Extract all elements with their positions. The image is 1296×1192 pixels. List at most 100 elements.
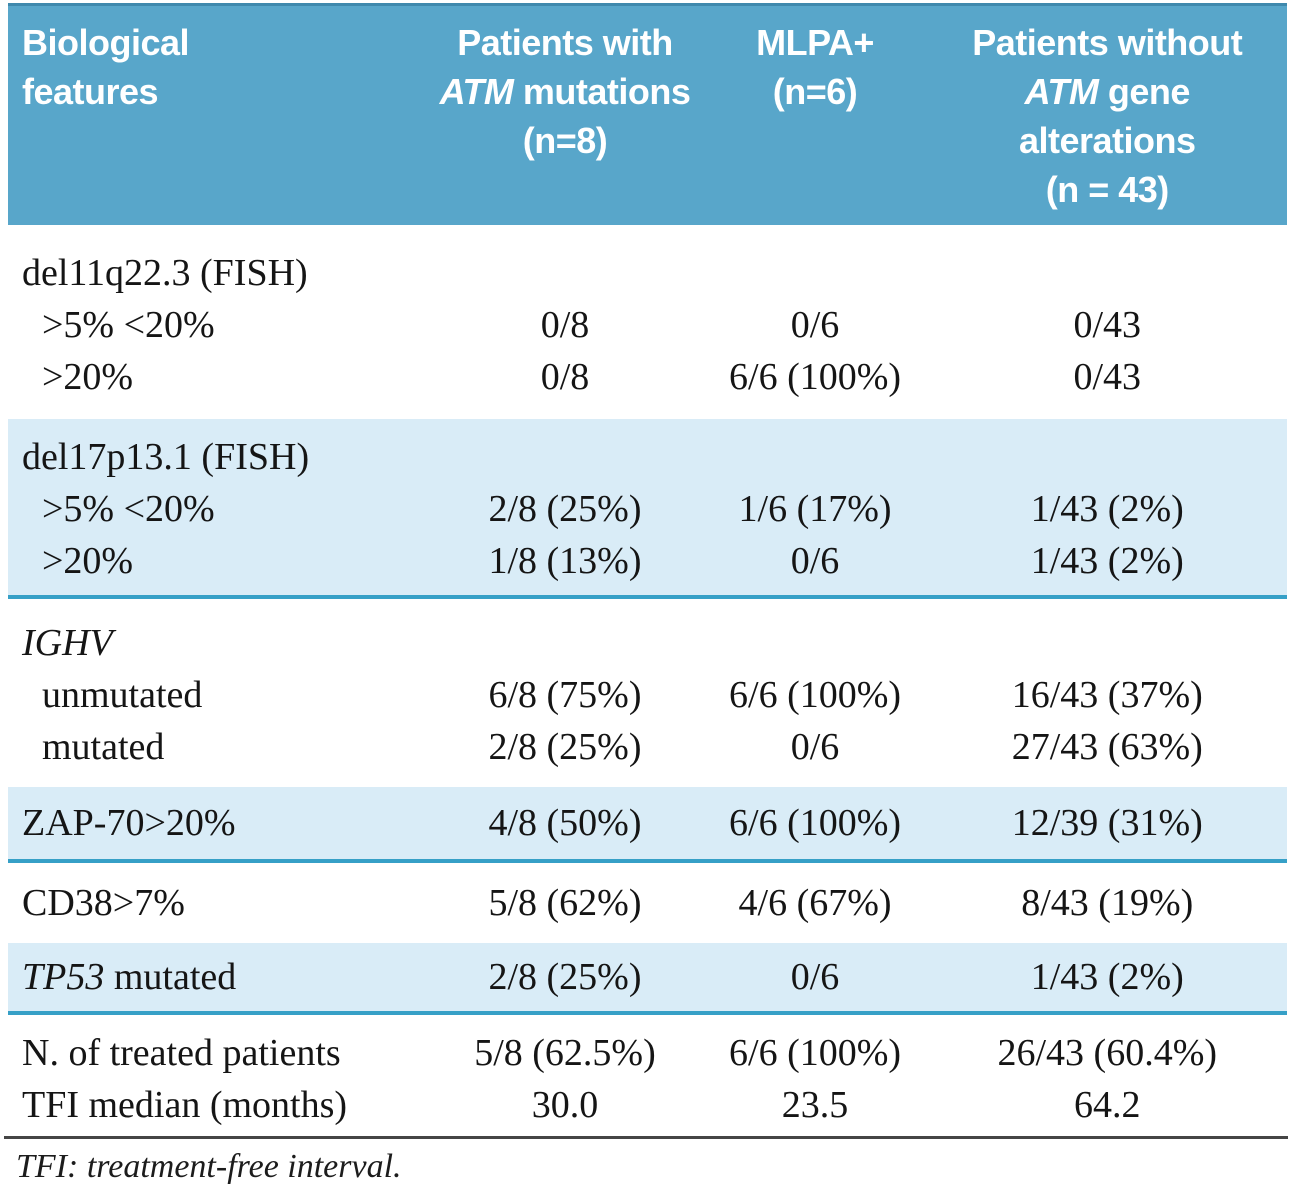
- cell-value: 1/43 (2%): [1030, 488, 1184, 530]
- cell-value: 0/6: [790, 540, 840, 582]
- row-label: IGHV: [8, 617, 428, 669]
- row-label-text: ZAP-70>20%: [22, 802, 236, 844]
- cell-value: [702, 431, 927, 483]
- cell-value: 2/8 (25%): [488, 488, 642, 530]
- column-header-mlpa-positive: MLPA+ (n=6): [702, 6, 927, 225]
- row-label-text: mutated: [104, 956, 237, 998]
- cell-value: 1/43 (2%): [1030, 540, 1184, 582]
- table-row: ZAP-70>20% 4/8 (50%) 6/6 (100%) 12/39 (31%): [8, 797, 1287, 849]
- row-label: mutated: [8, 721, 428, 773]
- header-line: ATM gene: [928, 67, 1287, 116]
- cell-value: 6/8 (75%): [488, 674, 642, 716]
- header-label-text: MLPA+: [756, 22, 874, 63]
- cell-value: 27/43 (63%): [1011, 726, 1203, 768]
- row-label: >20%: [8, 351, 428, 403]
- table-row: del17p13.1 (FISH): [8, 431, 1287, 483]
- cell-value: 5/8 (62.5%): [474, 1032, 656, 1074]
- table-row: unmutated 6/8 (75%) 6/6 (100%) 16/43 (37%): [8, 669, 1287, 721]
- header-label-text: Biological: [22, 22, 190, 63]
- cell-value: [702, 617, 927, 669]
- header-label-text: (n=8): [522, 120, 608, 161]
- header-line: ATM mutations: [428, 67, 703, 116]
- header-line: (n = 43): [928, 165, 1287, 214]
- row-label-text: >20%: [42, 356, 134, 398]
- cell-value: 12/39 (31%): [1011, 802, 1203, 844]
- cell-value: 1/6 (17%): [738, 488, 892, 530]
- header-label-text: gene: [1098, 71, 1191, 112]
- header-line: MLPA+: [702, 18, 927, 67]
- header-line: (n=8): [428, 116, 703, 165]
- row-label: del11q22.3 (FISH): [8, 247, 428, 299]
- table-row: CD38>7% 5/8 (62%) 4/6 (67%) 8/43 (19%): [8, 877, 1287, 929]
- row-label-text: mutated: [42, 726, 165, 768]
- column-header-biological-features: Biological features: [8, 6, 428, 225]
- cell-value: 64.2: [1074, 1084, 1141, 1126]
- header-label-text: Patients with: [457, 22, 673, 63]
- table-row: TP53 mutated 2/8 (25%) 0/6 1/43 (2%): [8, 951, 1287, 1003]
- cell-value: 1/43 (2%): [1030, 956, 1184, 998]
- table-row: del11q22.3 (FISH): [8, 247, 1287, 299]
- cell-value: 6/6 (100%): [729, 1032, 902, 1074]
- cell-value: 6/6 (100%): [729, 356, 902, 398]
- row-label-text: >5% <20%: [42, 304, 215, 346]
- cell-value: 0/43: [1073, 356, 1142, 398]
- table-section: N. of treated patients 5/8 (62.5%) 6/6 (10…: [8, 1015, 1287, 1139]
- header-label-text: mutations: [513, 71, 691, 112]
- header-line: (n=6): [702, 67, 927, 116]
- cell-value: [428, 617, 703, 669]
- cell-value: 0/43: [1073, 304, 1142, 346]
- header-line: features: [22, 67, 428, 116]
- row-label: TP53 mutated: [8, 951, 428, 1003]
- row-label: >5% <20%: [8, 299, 428, 351]
- table-section: TP53 mutated 2/8 (25%) 0/6 1/43 (2%): [8, 943, 1287, 1015]
- table-row: mutated 2/8 (25%) 0/6 27/43 (63%): [8, 721, 1287, 773]
- row-label-text: del17p13.1 (FISH): [22, 436, 310, 478]
- cell-value: 8/43 (19%): [1021, 882, 1194, 924]
- column-header-patients-with-atm-mutations: Patients with ATM mutations (n=8): [428, 6, 703, 225]
- cell-value: [702, 247, 927, 299]
- row-label: del17p13.1 (FISH): [8, 431, 428, 483]
- table-header-row: Biological features Patients with ATM mutat…: [8, 3, 1287, 225]
- header-label-text: features: [22, 71, 159, 112]
- row-label: >5% <20%: [8, 483, 428, 535]
- row-label: N. of treated patients: [8, 1027, 428, 1079]
- table-section: del17p13.1 (FISH) >5% <20% 2/8 (25%) 1/6 (1…: [8, 419, 1287, 599]
- header-label-text: Patients without: [972, 22, 1243, 63]
- header-line: Biological: [22, 18, 428, 67]
- table-row: IGHV: [8, 617, 1287, 669]
- row-label: unmutated: [8, 669, 428, 721]
- cell-value: 6/6 (100%): [729, 802, 902, 844]
- cell-value: [428, 247, 703, 299]
- cell-value: 0/8: [540, 304, 590, 346]
- cell-value: [428, 431, 703, 483]
- cell-value: 4/6 (67%): [738, 882, 892, 924]
- table-row: TFI median (months) 30.0 23.5 64.2: [8, 1079, 1287, 1131]
- row-label-text: TFI median (months): [22, 1084, 348, 1126]
- table-row: >5% <20% 0/8 0/6 0/43: [8, 299, 1287, 351]
- cell-value: [928, 431, 1287, 483]
- header-label-text: alterations: [1018, 120, 1196, 161]
- table-row: >5% <20% 2/8 (25%) 1/6 (17%) 1/43 (2%): [8, 483, 1287, 535]
- row-label-text: unmutated: [42, 674, 203, 716]
- row-label-text: >20%: [42, 540, 134, 582]
- header-label-text: (n=6): [772, 71, 858, 112]
- cell-value: 23.5: [781, 1084, 849, 1126]
- row-label-italic: TP53: [22, 956, 105, 998]
- column-header-patients-without-atm-alterations: Patients without ATM gene alterations (n = …: [928, 6, 1287, 225]
- row-label-text: del11q22.3 (FISH): [22, 252, 308, 294]
- cell-value: 0/6: [790, 726, 840, 768]
- cell-value: 2/8 (25%): [488, 956, 642, 998]
- row-label-text: N. of treated patients: [22, 1032, 341, 1074]
- cell-value: 26/43 (60.4%): [997, 1032, 1218, 1074]
- table-row: >20% 1/8 (13%) 0/6 1/43 (2%): [8, 535, 1287, 587]
- biological-features-table: Biological features Patients with ATM mutat…: [8, 3, 1287, 1139]
- row-label-text: >5% <20%: [42, 488, 215, 530]
- header-label-text: (n = 43): [1045, 169, 1170, 210]
- cell-value: 0/8: [540, 356, 590, 398]
- row-label-text: CD38>7%: [22, 882, 185, 924]
- header-line: Patients without: [928, 18, 1287, 67]
- row-label: ZAP-70>20%: [8, 797, 428, 849]
- cell-value: [928, 617, 1287, 669]
- footer-divider: [4, 1136, 1288, 1139]
